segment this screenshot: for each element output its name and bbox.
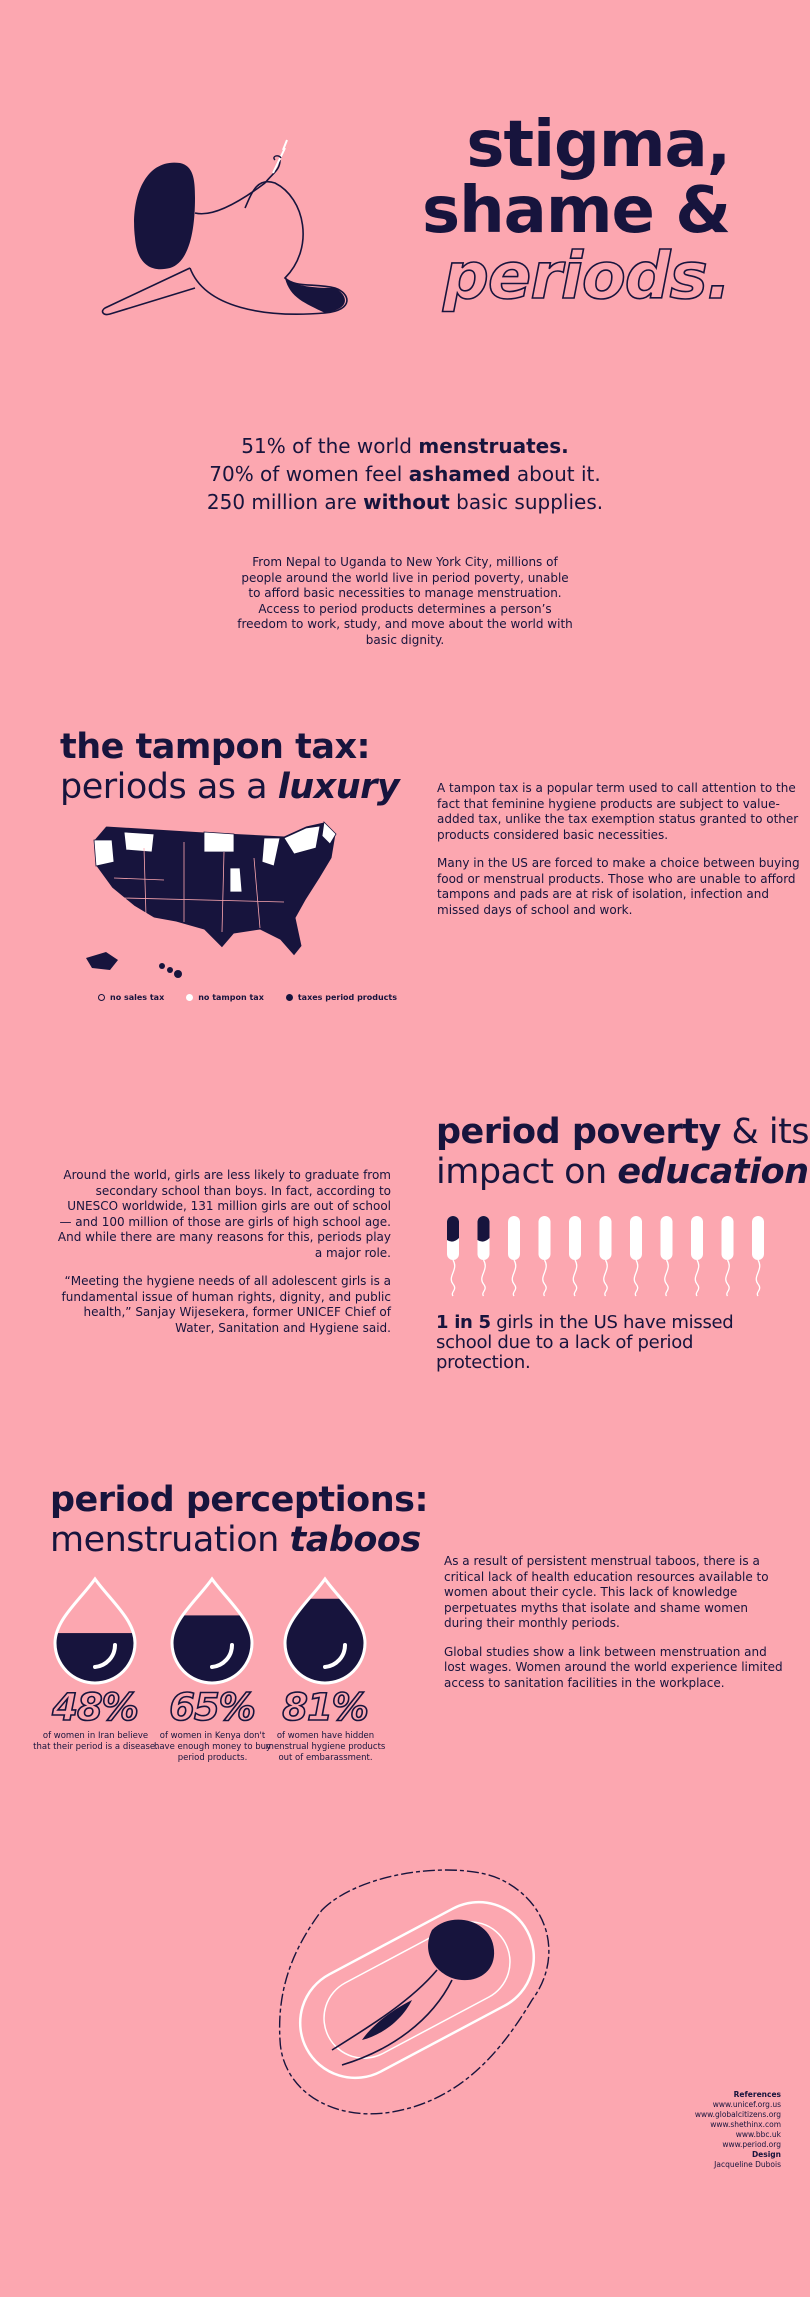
title-line: periods.: [442, 240, 732, 314]
tampon-string: [511, 1259, 517, 1297]
title-line: stigma,: [466, 108, 731, 182]
tampon-string: [450, 1259, 456, 1297]
title-line: shame &: [421, 174, 731, 248]
tampon-stain: [447, 1216, 459, 1242]
tampon: [691, 1216, 703, 1260]
pad-illustration: [278, 1869, 550, 2115]
tampon: [508, 1216, 520, 1260]
legend-entry: no sales tax: [98, 993, 164, 1002]
reference-link[interactable]: www.period.org: [722, 2140, 781, 2149]
tampon-string: [664, 1259, 669, 1297]
heading-text: periods as a: [60, 767, 268, 807]
tampon-string: [603, 1259, 608, 1297]
poverty-text: Around the world, girls are less likely …: [52, 1168, 391, 1336]
references: References www.unicef.org.us www.globalc…: [695, 2090, 781, 2170]
references-title: References: [733, 2090, 781, 2099]
tampon: [721, 1216, 734, 1260]
tampon: [752, 1216, 764, 1260]
tampon-string: [633, 1259, 639, 1297]
heading-text: impact on: [436, 1152, 607, 1192]
tampon: [660, 1216, 673, 1260]
reference-link[interactable]: www.unicef.org.us: [712, 2100, 781, 2109]
legend-entry: taxes period products: [286, 993, 397, 1002]
heading-text: menstruation: [50, 1520, 279, 1560]
tampon-tax-text: A tampon tax is a popular term used to c…: [437, 781, 810, 918]
stat-emphasis: ashamed: [408, 462, 511, 486]
paragraph: Global studies show a link between menst…: [444, 1644, 783, 1690]
stat-text: 250 million are: [206, 490, 357, 514]
tampon: [538, 1216, 551, 1260]
stat-text: about it.: [516, 462, 601, 486]
us-map: [86, 821, 337, 978]
stat-caption: of women in Kenya don't have enough mone…: [153, 1731, 272, 1763]
drop-fill: [55, 1633, 135, 1683]
woman-illustration: [101, 139, 348, 316]
tampon-string: [481, 1259, 486, 1297]
stat-text: girls in the US have missed school due t…: [436, 1312, 734, 1373]
tampon-string: [755, 1259, 761, 1297]
intro-paragraph: From Nepal to Uganda to New York City, m…: [237, 555, 573, 647]
percentage: 81%: [281, 1685, 369, 1730]
tampon-string: [725, 1259, 730, 1297]
drop-outline: [170, 1576, 254, 1685]
heading-bold: the tampon tax:: [60, 727, 371, 767]
reference-link[interactable]: www.shethinx.com: [710, 2120, 781, 2129]
stat-line: 70% of women feel ashamed about it.: [205, 460, 605, 488]
tampon-stain: [477, 1216, 490, 1242]
reference-link[interactable]: www.bbc.uk: [735, 2130, 781, 2139]
heading-emphasis: luxury: [277, 767, 400, 807]
taboos-text: As a result of persistent menstrual tabo…: [444, 1554, 786, 1691]
heading-bold: period perceptions:: [50, 1480, 428, 1520]
section-heading: the tampon tax: periods as a luxury: [60, 727, 400, 807]
paragraph: As a result of persistent menstrual tabo…: [444, 1554, 769, 1630]
tampon: [599, 1216, 612, 1260]
tampon: [569, 1216, 581, 1260]
drop-outline: [283, 1576, 367, 1685]
stat-caption: of women in Iran believe that their peri…: [33, 1731, 158, 1752]
drop-outline: [53, 1576, 137, 1685]
stat-text: 70% of women feel: [209, 462, 403, 486]
tampon-string: [694, 1259, 700, 1297]
design-title: Design: [751, 2150, 781, 2159]
percentage: 65%: [168, 1685, 256, 1730]
stat-text: basic supplies.: [456, 490, 604, 514]
drops: [53, 1576, 367, 1685]
heading-emphasis: education: [617, 1152, 809, 1192]
stat-emphasis: without: [363, 490, 450, 514]
poverty-stat: 1 in 5 girls in the US have missed schoo…: [436, 1313, 786, 1373]
drop-highlight: [93, 1643, 118, 1669]
section-heading: period poverty & its impact on education: [436, 1112, 810, 1192]
stat-emphasis: 1 in 5: [436, 1312, 491, 1333]
drop-highlight: [323, 1643, 348, 1669]
heading-bold: period poverty: [436, 1112, 721, 1152]
paragraph: “Meeting the hygiene needs of all adoles…: [61, 1274, 391, 1335]
reference-link[interactable]: www.globalcitizens.org: [694, 2110, 781, 2119]
legend-entry: no tampon tax: [186, 993, 264, 1002]
title: stigma, shame & periods.: [421, 108, 732, 314]
stat-emphasis: menstruates.: [418, 434, 569, 458]
stat-caption: of women have hidden menstrual hygiene p…: [265, 1731, 386, 1763]
stat-text: 51% of the world: [241, 434, 412, 458]
paragraph: Many in the US are forced to make a choi…: [437, 856, 800, 917]
tampon-string: [542, 1259, 547, 1297]
heading-emphasis: taboos: [289, 1520, 421, 1560]
paragraph: A tampon tax is a popular term used to c…: [437, 781, 799, 842]
paragraph: Around the world, girls are less likely …: [57, 1168, 391, 1260]
stat-line: 51% of the world menstruates.: [205, 432, 605, 460]
stat-line: 250 million are without basic supplies.: [205, 488, 605, 516]
drop-fill: [172, 1615, 252, 1683]
heading-text: & its: [731, 1112, 810, 1152]
percentage: 48%: [51, 1685, 139, 1730]
drop-highlight: [210, 1643, 235, 1669]
tampon-row: [447, 1216, 764, 1297]
tampon: [630, 1216, 642, 1260]
map-legend: no sales tax no tampon tax taxes period …: [98, 993, 397, 1002]
intro-stats: 51% of the world menstruates. 70% of wom…: [205, 432, 605, 516]
designer: Jacqueline Dubois: [714, 2160, 781, 2169]
section-heading: period perceptions: menstruation taboos: [50, 1480, 428, 1560]
tampon-string: [572, 1259, 578, 1297]
